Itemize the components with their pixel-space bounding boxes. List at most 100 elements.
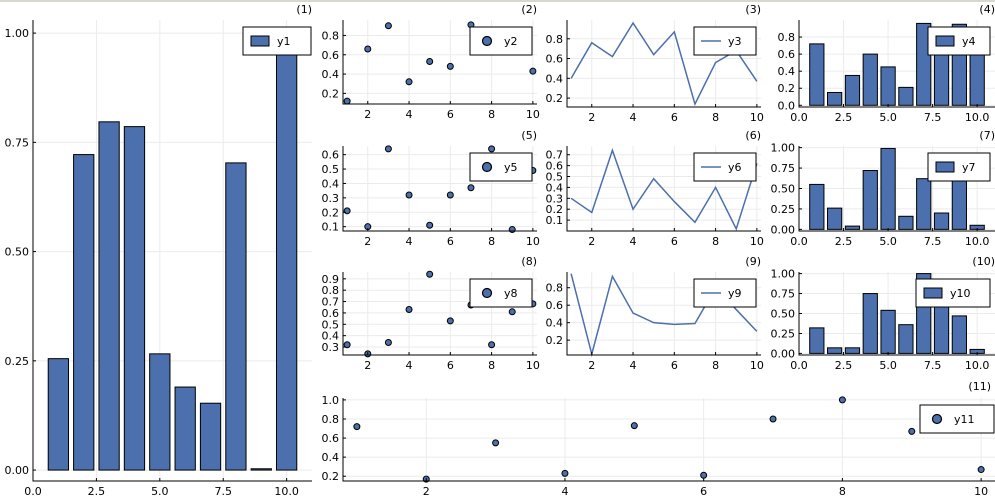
legend-label: y1 xyxy=(277,35,291,48)
scatter-point xyxy=(508,226,516,234)
panel-label: (10) xyxy=(972,255,995,268)
y-tick-label: 0.2 xyxy=(546,92,564,105)
legend: y4 xyxy=(927,26,991,56)
y-tick-label: 0.2 xyxy=(322,206,340,219)
bar xyxy=(250,468,272,471)
scatter-point xyxy=(529,67,537,75)
bar xyxy=(199,402,222,471)
y-tick-label: 0.25 xyxy=(771,203,796,216)
y-tick-label: 0.8 xyxy=(322,29,340,42)
x-tick-label: 10 xyxy=(750,111,764,124)
legend-label: y6 xyxy=(728,161,742,174)
x-tick-label: 5.0 xyxy=(879,359,897,372)
y-tick-label: 0.8 xyxy=(546,282,564,295)
x-tick-label: 2 xyxy=(364,108,371,121)
y-tick-label: 0.6 xyxy=(546,299,564,312)
bar xyxy=(844,347,861,354)
panel-label: (4) xyxy=(979,3,995,16)
x-tick-label: 2.5 xyxy=(835,111,853,124)
x-tick-label: 6 xyxy=(447,108,454,121)
legend-swatch xyxy=(481,35,493,47)
legend: y8 xyxy=(469,278,533,308)
y-tick-label: 1.00 xyxy=(5,27,30,40)
y-tick-label: 0.2 xyxy=(546,334,564,347)
x-tick-label: 6 xyxy=(700,485,707,498)
scatter-point xyxy=(488,145,496,153)
x-tick-label: 4 xyxy=(630,359,637,372)
x-tick-label: 10.0 xyxy=(965,235,990,248)
bar xyxy=(827,347,843,354)
panel-10: 0.0 2.5 5.0 7.5 10.0 0.00 0.25 0.50 0.75 1.00 (10)… xyxy=(771,255,995,372)
scatter-point xyxy=(426,270,434,278)
y-tick-label: 0.0 xyxy=(778,99,796,112)
legend-label: y10 xyxy=(950,287,971,300)
x-tick-label: 10.0 xyxy=(274,485,299,498)
bar xyxy=(898,324,914,354)
panel-label: (8) xyxy=(521,255,537,268)
y-tick-label: 0.2 xyxy=(322,470,340,483)
y-tick-label: 0.2 xyxy=(322,87,340,100)
y-tick-label: 0.8 xyxy=(322,413,340,426)
y-tick-label: 0.6 xyxy=(546,53,564,66)
y-tick-label: 0.1 xyxy=(322,221,340,234)
bar xyxy=(880,66,896,106)
y-tick-label: 0.8 xyxy=(322,284,340,297)
legend-label: y5 xyxy=(504,161,518,174)
y-tick-label: 0.6 xyxy=(322,307,340,320)
panel-2: 2 4 6 8 10 0.2 0.4 0.6 0.8 (2) y2 xyxy=(322,3,540,121)
legend-label: y3 xyxy=(728,35,742,48)
bar xyxy=(844,74,861,106)
x-tick-label: 2 xyxy=(588,359,595,372)
bar xyxy=(149,353,171,471)
legend: y5 xyxy=(469,152,533,182)
x-tick-label: 7.5 xyxy=(924,359,942,372)
panel-label: (2) xyxy=(521,3,537,16)
panel-1: 0.0 2.5 5.0 7.5 10.0 0.00 0.25 0.50 0.75 1.00 (1) y… xyxy=(5,3,312,498)
x-tick-label: 6 xyxy=(671,359,678,372)
y-tick-label: 0.9 xyxy=(322,273,340,286)
x-tick-label: 4 xyxy=(630,111,637,124)
y-tick-label: 0.3 xyxy=(322,192,340,205)
legend-swatch xyxy=(923,287,943,299)
panel-label: (5) xyxy=(521,129,537,142)
y-tick-label: 1.00 xyxy=(771,268,796,281)
y-tick-label: 0.00 xyxy=(771,223,796,236)
x-tick-label: 4 xyxy=(406,235,413,248)
y-tick-label: 0.4 xyxy=(322,330,340,343)
x-tick-label: 0.0 xyxy=(790,359,808,372)
legend-label: y2 xyxy=(504,35,518,48)
x-tick-label: 10 xyxy=(526,108,540,121)
panel-label: (11) xyxy=(968,380,991,393)
legend-label: y8 xyxy=(504,287,518,300)
panel-8: 2 4 6 8 10 0.30.40.50.60.70.80.9 (8) y8 xyxy=(322,255,540,372)
y-tick-label: 0.4 xyxy=(546,181,564,194)
window-top-border xyxy=(0,0,995,2)
y-tick-label: 0.1 xyxy=(546,214,564,227)
x-tick-label: 2.5 xyxy=(835,359,853,372)
y-tick-label: 0.50 xyxy=(5,246,30,259)
x-tick-label: 10 xyxy=(526,359,540,372)
y-tick-label: 0.7 xyxy=(322,296,340,309)
legend-swatch xyxy=(250,35,270,47)
y-tick-label: 1.00 xyxy=(771,142,796,155)
legend: y6 xyxy=(693,152,757,182)
x-tick-label: 8 xyxy=(839,485,846,498)
y-tick-label: 0.3 xyxy=(546,192,564,205)
y-tick-label: 0.5 xyxy=(322,163,340,176)
bar xyxy=(862,53,878,106)
panel-label: (1) xyxy=(296,3,312,16)
x-tick-label: 7.5 xyxy=(214,485,232,498)
scatter-point xyxy=(405,191,413,199)
scatter-point xyxy=(467,184,475,192)
scatter-point xyxy=(630,422,638,430)
scatter-point xyxy=(769,415,777,423)
legend-label: y4 xyxy=(962,35,976,48)
scatter-point xyxy=(446,62,454,70)
legend-swatch xyxy=(931,413,943,425)
x-tick-label: 2 xyxy=(588,111,595,124)
legend: y2 xyxy=(469,26,533,56)
y-tick-label: 0.6 xyxy=(322,49,340,62)
bar xyxy=(862,170,878,230)
bar xyxy=(98,121,120,471)
y-tick-label: 0.4 xyxy=(322,451,340,464)
